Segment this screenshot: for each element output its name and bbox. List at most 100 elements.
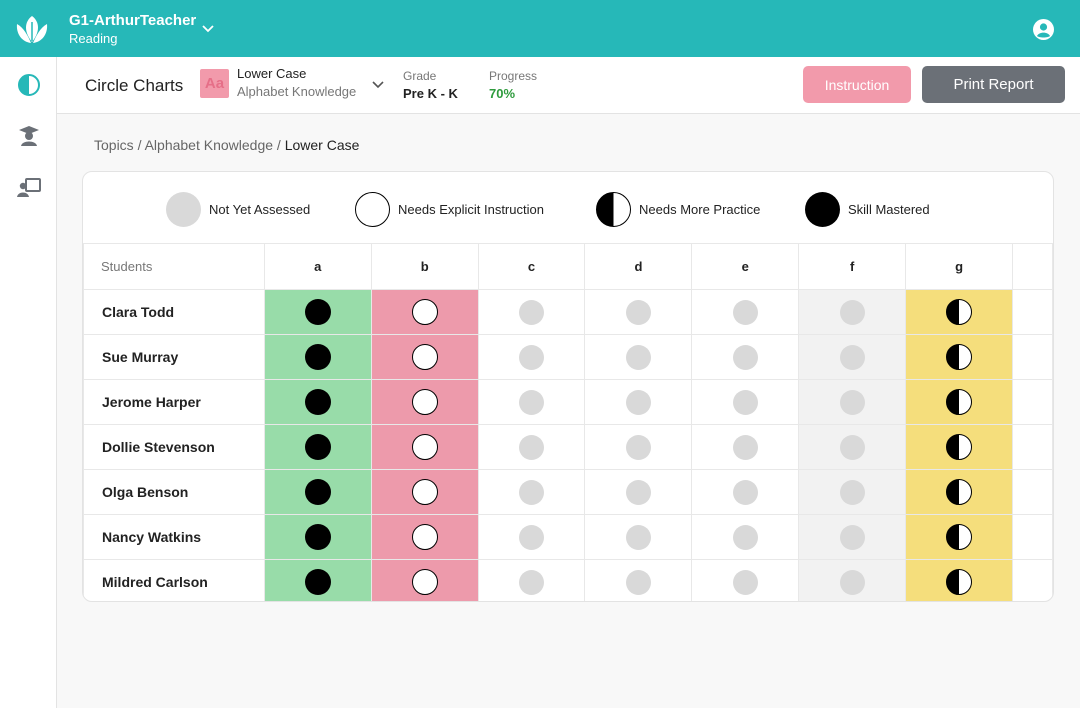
not-yet-assessed-icon <box>732 344 758 370</box>
skill-cell-d[interactable] <box>584 469 693 515</box>
student-skills-table: Students a b c d e f g Clara Todd Sue Mur… <box>83 243 1053 601</box>
skill-cell-d[interactable] <box>584 514 693 560</box>
skill-cell-a[interactable] <box>263 424 372 470</box>
skill-cell-a[interactable] <box>263 469 372 515</box>
skill-cell-b[interactable] <box>370 424 479 470</box>
skill-cell-e[interactable] <box>691 379 800 425</box>
student-name[interactable]: Clara Todd <box>83 289 265 335</box>
skill-cell-d[interactable] <box>584 424 693 470</box>
column-header-c[interactable]: c <box>477 243 586 290</box>
skill-cell-g[interactable] <box>905 334 1013 380</box>
grade-value: Pre K - K <box>403 86 458 101</box>
skill-cell-g[interactable] <box>905 424 1013 470</box>
page-title: Circle Charts <box>85 76 184 95</box>
skill-cell-b[interactable] <box>370 514 479 560</box>
skill-cell-c[interactable] <box>477 379 586 425</box>
skill-cell-c[interactable] <box>477 289 586 335</box>
not-yet-assessed-icon <box>519 434 545 460</box>
class-subject[interactable]: Reading <box>69 31 118 46</box>
breadcrumb-alphabet-knowledge[interactable]: Alphabet Knowledge <box>144 137 274 153</box>
skill-cell-a[interactable] <box>263 514 372 560</box>
not-yet-assessed-icon <box>732 569 758 595</box>
skill-cell-f[interactable] <box>798 559 907 601</box>
student-graduate-icon[interactable] <box>17 124 41 148</box>
needs-explicit-instruction-icon <box>411 344 438 370</box>
print-report-button[interactable]: Print Report <box>922 66 1065 103</box>
skill-cell-g[interactable] <box>905 379 1013 425</box>
top-bar: G1-ArthurTeacher Reading <box>0 0 1080 57</box>
skill-cell-b[interactable] <box>370 289 479 335</box>
skill-cell-g[interactable] <box>905 514 1013 560</box>
not-yet-assessed-icon <box>839 479 865 505</box>
student-name[interactable]: Sue Murray <box>83 334 265 380</box>
skill-cell-f[interactable] <box>798 379 907 425</box>
instruction-button[interactable]: Instruction <box>803 66 911 103</box>
skill-cell-b[interactable] <box>370 469 479 515</box>
circle-chart-icon[interactable] <box>17 73 41 97</box>
skill-cell-f[interactable] <box>798 289 907 335</box>
needs-more-practice-icon <box>946 479 973 505</box>
needs-explicit-instruction-icon <box>411 524 438 550</box>
breadcrumb: Topics / Alphabet Knowledge / Lower Case <box>94 137 359 153</box>
not-yet-assessed-icon <box>519 389 545 415</box>
skill-mastered-icon <box>304 389 331 415</box>
breadcrumb-topics[interactable]: Topics <box>94 137 134 153</box>
not-yet-assessed-icon <box>839 434 865 460</box>
skill-cell-a[interactable] <box>263 334 372 380</box>
skill-cell-f[interactable] <box>798 334 907 380</box>
skill-cell-d[interactable] <box>584 559 693 601</box>
skill-cell-c[interactable] <box>477 469 586 515</box>
student-name[interactable]: Dollie Stevenson <box>83 424 265 470</box>
skill-cell-b[interactable] <box>370 379 479 425</box>
class-name[interactable]: G1-ArthurTeacher <box>69 12 197 29</box>
column-header-e[interactable]: e <box>691 243 800 290</box>
student-name[interactable]: Olga Benson <box>83 469 265 515</box>
leaf-logo-icon[interactable] <box>14 12 50 46</box>
skill-cell-e[interactable] <box>691 514 800 560</box>
skill-cell-d[interactable] <box>584 289 693 335</box>
trailing-cell <box>1011 424 1053 470</box>
chevron-down-icon[interactable] <box>201 22 215 36</box>
needs-more-practice-icon <box>946 569 973 595</box>
skill-mastered-icon <box>304 299 331 325</box>
skill-cell-g[interactable] <box>905 559 1013 601</box>
table-row: Olga Benson <box>83 469 1053 515</box>
skill-cell-e[interactable] <box>691 334 800 380</box>
column-header-g[interactable]: g <box>905 243 1013 290</box>
table-row: Clara Todd <box>83 289 1053 335</box>
user-account-icon[interactable] <box>1033 19 1054 40</box>
topic-title[interactable]: Lower Case <box>237 66 307 81</box>
skill-cell-e[interactable] <box>691 469 800 515</box>
student-name[interactable]: Jerome Harper <box>83 379 265 425</box>
column-header-d[interactable]: d <box>584 243 693 290</box>
skill-cell-c[interactable] <box>477 334 586 380</box>
not-assessed-circle-icon <box>166 191 201 227</box>
column-header-f[interactable]: f <box>798 243 907 290</box>
skill-cell-b[interactable] <box>370 559 479 601</box>
skill-cell-a[interactable] <box>263 379 372 425</box>
topic-subtitle[interactable]: Alphabet Knowledge <box>237 84 357 99</box>
chevron-down-icon[interactable] <box>371 78 385 92</box>
skill-cell-d[interactable] <box>584 334 693 380</box>
skill-cell-a[interactable] <box>263 559 372 601</box>
skill-cell-a[interactable] <box>263 289 372 335</box>
skill-cell-c[interactable] <box>477 424 586 470</box>
table-row: Sue Murray <box>83 334 1053 380</box>
skill-cell-g[interactable] <box>905 289 1013 335</box>
skill-cell-e[interactable] <box>691 289 800 335</box>
skill-cell-f[interactable] <box>798 469 907 515</box>
skill-cell-c[interactable] <box>477 514 586 560</box>
skill-cell-b[interactable] <box>370 334 479 380</box>
skill-cell-g[interactable] <box>905 469 1013 515</box>
student-name[interactable]: Nancy Watkins <box>83 514 265 560</box>
teacher-board-icon[interactable] <box>17 176 41 200</box>
student-name[interactable]: Mildred Carlson <box>83 559 265 601</box>
column-header-a[interactable]: a <box>263 243 372 290</box>
column-header-b[interactable]: b <box>370 243 479 290</box>
skill-cell-f[interactable] <box>798 424 907 470</box>
skill-cell-f[interactable] <box>798 514 907 560</box>
skill-cell-e[interactable] <box>691 424 800 470</box>
skill-cell-e[interactable] <box>691 559 800 601</box>
skill-cell-d[interactable] <box>584 379 693 425</box>
skill-cell-c[interactable] <box>477 559 586 601</box>
